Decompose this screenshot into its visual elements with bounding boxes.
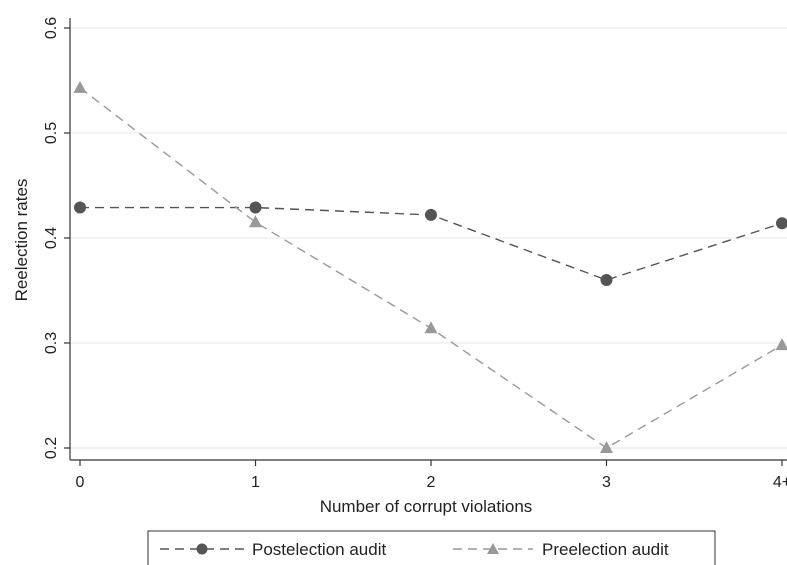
legend-marker-preelection (487, 543, 499, 554)
y-tick-label: 0.3 (43, 332, 60, 354)
y-tick-label: 0.6 (43, 17, 60, 39)
x-tick-label: 4+ (773, 474, 787, 491)
data-point-postelection (425, 208, 437, 221)
series-line-preelection (79, 87, 783, 449)
data-point-postelection (74, 201, 86, 214)
legend-marker-postelection (196, 543, 208, 555)
x-axis-title: Number of corrupt violations (320, 497, 533, 516)
gridlines (70, 27, 787, 449)
y-axis-title: Reelection rates (12, 179, 31, 302)
legend-box (147, 530, 716, 565)
x-axis-ticks: 0 1 2 3 4+ (76, 460, 787, 491)
y-tick-label: 0.4 (43, 227, 60, 249)
data-point-postelection (600, 274, 613, 286)
x-tick-label: 3 (602, 474, 611, 491)
data-point-preelection (73, 80, 87, 93)
y-tick-label: 0.5 (43, 122, 60, 144)
data-point-postelection (249, 201, 262, 214)
data-point-preelection (249, 215, 262, 228)
y-tick-label: 0.2 (43, 437, 60, 459)
data-point-preelection (775, 338, 787, 351)
data-point-preelection (424, 321, 438, 334)
data-point-postelection (776, 217, 787, 230)
x-tick-label: 1 (251, 474, 260, 491)
x-tick-label: 2 (427, 474, 436, 491)
legend-label-postelection: Postelection audit (252, 540, 386, 559)
legend-label-preelection: Preelection audit (542, 540, 669, 559)
data-point-preelection (600, 441, 613, 453)
series-group (73, 80, 787, 453)
legend: Postelection audit Preelection audit (147, 530, 716, 565)
y-axis-ticks: 0.2 0.3 0.4 0.5 0.6 (43, 17, 70, 459)
x-tick-label: 0 (76, 474, 85, 491)
